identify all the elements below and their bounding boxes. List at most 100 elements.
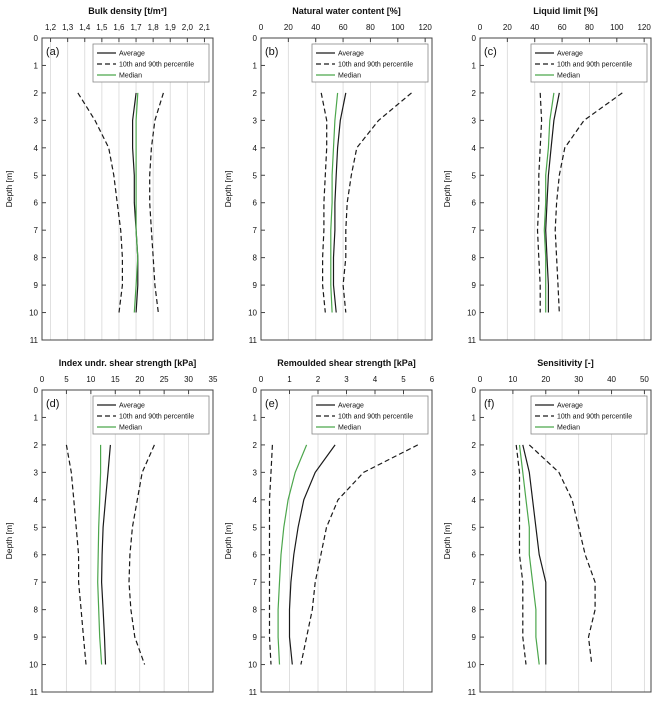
chart-svg: 0 5 10 15 20 25 30 35 0 1 2 3 4 5 6 7 8 9 10 11 Index undr. … <box>4 358 218 697</box>
svg-text:5: 5 <box>253 171 258 180</box>
svg-text:2,0: 2,0 <box>182 23 194 32</box>
y-axis: 0 1 2 3 4 5 6 7 8 9 10 11 <box>467 386 484 697</box>
x-axis: 0 5 10 15 20 25 30 35 <box>40 375 218 394</box>
legend-box <box>530 395 648 435</box>
y-axis-label: Depth [m] <box>223 523 233 560</box>
legend: Average 10th and 90th percentile Median <box>92 43 210 83</box>
chart-svg: 0 10 20 30 40 50 0 1 2 3 4 5 6 7 8 9 10 11 Sensitivity [-]… <box>442 358 652 697</box>
series-median-line <box>518 444 540 665</box>
svg-text:10: 10 <box>467 661 476 670</box>
svg-text:8: 8 <box>472 254 477 263</box>
svg-text:0: 0 <box>40 375 45 384</box>
panel-f-sensitivity: 0 10 20 30 40 50 0 1 2 3 4 5 6 7 8 9 10 11 Sensitivity [-]… <box>440 354 657 703</box>
panel-letter: (a) <box>46 46 59 58</box>
series-average-line <box>288 444 336 665</box>
panel-letter: (d) <box>46 398 59 410</box>
series-90th-percentile-line <box>149 92 164 313</box>
svg-text:120: 120 <box>637 23 651 32</box>
svg-text:6: 6 <box>472 199 477 208</box>
svg-text:1,6: 1,6 <box>113 23 125 32</box>
svg-text:8: 8 <box>253 606 258 615</box>
svg-text:0: 0 <box>478 375 483 384</box>
svg-text:2: 2 <box>316 375 321 384</box>
svg-text:6: 6 <box>430 375 435 384</box>
y-axis-label: Depth [m] <box>4 523 14 560</box>
series-10th-percentile-line <box>65 444 87 665</box>
svg-text:1,8: 1,8 <box>148 23 160 32</box>
chart-svg: 1,2 1,3 1,4 1,5 1,6 1,7 1,8 1,9 2,0 2,1 0 1 2 3 4 5 6 7 8 9… <box>4 6 214 345</box>
svg-text:7: 7 <box>253 578 258 587</box>
svg-text:11: 11 <box>30 688 39 697</box>
legend-label: 10th and 90th percentile <box>338 62 413 69</box>
svg-text:2,1: 2,1 <box>199 23 211 32</box>
legend-box <box>92 395 210 435</box>
grid-lines <box>260 38 426 340</box>
legend-label: 10th and 90th percentile <box>557 62 632 69</box>
y-axis-label: Depth [m] <box>442 523 452 560</box>
legend: Average 10th and 90th percentile Median <box>311 395 429 435</box>
chart-title: Remoulded shear strength [kPa] <box>277 358 416 368</box>
svg-text:7: 7 <box>253 226 258 235</box>
chart-svg: 0 20 40 60 80 100 120 0 1 2 3 4 5 6 7 8 9 10 11 Natural wat… <box>223 6 433 345</box>
svg-text:15: 15 <box>111 375 120 384</box>
y-axis: 0 1 2 3 4 5 6 7 8 9 10 11 <box>467 34 484 345</box>
svg-text:60: 60 <box>558 23 567 32</box>
x-axis: 0 1 2 3 4 5 6 <box>259 375 435 394</box>
legend-label: Median <box>119 73 142 80</box>
series-median-line <box>330 92 339 313</box>
svg-text:4: 4 <box>34 144 39 153</box>
legend: Average 10th and 90th percentile Median <box>311 43 429 83</box>
series-90th-percentile-line <box>128 444 155 665</box>
chart-svg: 0 1 2 3 4 5 6 0 1 2 3 4 5 6 7 8 9 10 11 Remoulded shear str… <box>223 358 435 697</box>
legend-label: Average <box>119 51 145 58</box>
series-average-line <box>522 444 547 665</box>
svg-text:0: 0 <box>259 23 264 32</box>
grid-lines <box>479 390 645 692</box>
series-10th-percentile-line <box>268 444 273 665</box>
series-median-line <box>97 444 103 665</box>
svg-text:8: 8 <box>253 254 258 263</box>
svg-text:7: 7 <box>34 578 39 587</box>
svg-text:0: 0 <box>472 34 477 43</box>
plot-border <box>41 389 214 693</box>
plot-border <box>479 37 652 341</box>
svg-text:7: 7 <box>472 578 477 587</box>
svg-text:0: 0 <box>253 386 258 395</box>
svg-text:2: 2 <box>472 89 477 98</box>
svg-text:2: 2 <box>34 441 39 450</box>
data-series <box>65 444 155 665</box>
svg-text:20: 20 <box>541 375 550 384</box>
svg-text:4: 4 <box>34 496 39 505</box>
y-axis-label: Depth [m] <box>223 171 233 208</box>
series-average-line <box>545 92 560 313</box>
panel-e-remoulded-shear-strength: 0 1 2 3 4 5 6 0 1 2 3 4 5 6 7 8 9 10 11 Remoulded shear str… <box>221 354 438 703</box>
svg-text:0: 0 <box>472 386 477 395</box>
legend-label: 10th and 90th percentile <box>338 414 413 421</box>
chart-svg: 0 20 40 60 80 100 120 0 1 2 3 4 5 6 7 8 9 10 11 Liquid limi… <box>442 6 652 345</box>
svg-text:6: 6 <box>34 199 39 208</box>
series-10th-percentile-line <box>320 92 328 313</box>
series-90th-percentile-line <box>528 444 596 665</box>
svg-text:0: 0 <box>34 34 39 43</box>
svg-text:60: 60 <box>339 23 348 32</box>
svg-text:5: 5 <box>401 375 406 384</box>
legend-label: Average <box>119 403 145 410</box>
data-series <box>77 92 164 313</box>
svg-text:80: 80 <box>366 23 375 32</box>
svg-text:0: 0 <box>259 375 264 384</box>
svg-text:35: 35 <box>209 375 218 384</box>
chart-title: Sensitivity [-] <box>537 358 594 368</box>
svg-text:11: 11 <box>30 336 39 345</box>
svg-text:9: 9 <box>34 281 39 290</box>
x-axis: 0 10 20 30 40 50 <box>478 375 649 394</box>
svg-text:6: 6 <box>253 551 258 560</box>
svg-text:1,9: 1,9 <box>165 23 177 32</box>
svg-text:7: 7 <box>472 226 477 235</box>
svg-text:40: 40 <box>607 375 616 384</box>
y-axis: 0 1 2 3 4 5 6 7 8 9 10 11 <box>248 386 265 697</box>
y-axis: 0 1 2 3 4 5 6 7 8 9 10 11 <box>29 34 46 345</box>
svg-text:20: 20 <box>503 23 512 32</box>
data-series <box>536 92 623 313</box>
chart-title: Natural water content [%] <box>292 6 401 16</box>
